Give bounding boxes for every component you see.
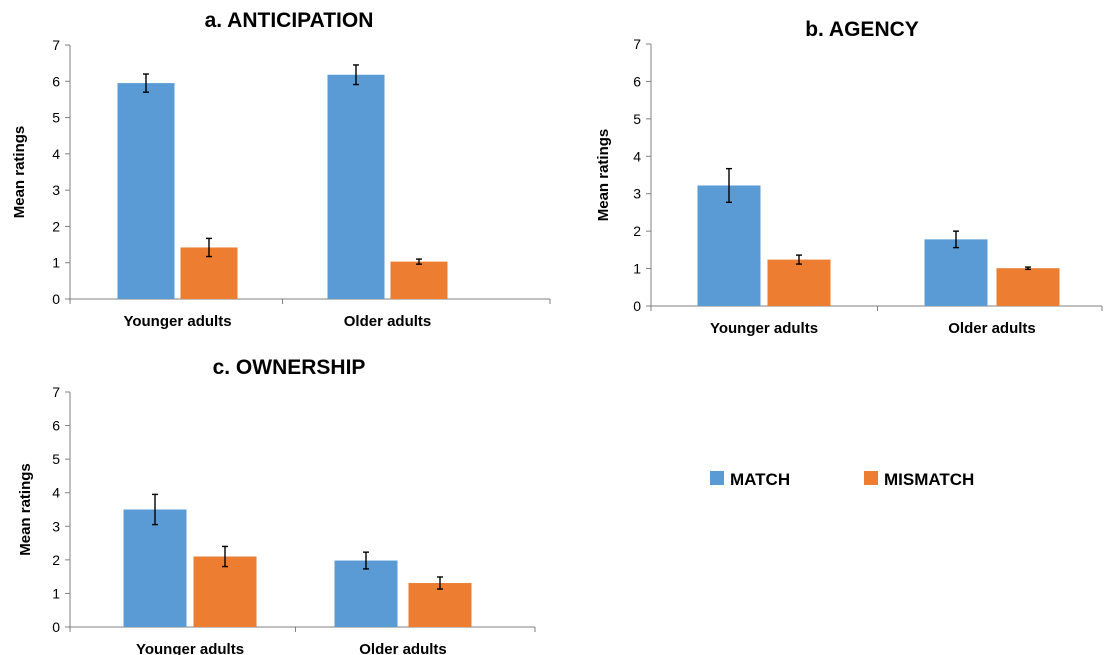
bar-match-1 [924, 239, 988, 306]
y-tick-label: 4 [52, 146, 60, 162]
y-tick-label: 1 [52, 255, 60, 271]
y-tick-label: 2 [633, 223, 641, 239]
bar-mismatch-1 [408, 583, 472, 627]
bar-mismatch-0 [193, 556, 257, 627]
bar-mismatch-0 [767, 259, 831, 306]
y-axis-label: Mean ratings [11, 126, 28, 219]
y-axis-label: Mean ratings [595, 129, 612, 222]
chart-1: a. ANTICIPATION Mean ratings 0 1 2 3 4 5 6 7 Young… [11, 9, 551, 330]
y-tick-label: 3 [52, 182, 60, 198]
y-tick-label: 0 [52, 291, 60, 307]
chart-3: c. OWNERSHIP Mean ratings 0 1 2 3 4 5 6 7 Younger … [17, 356, 536, 655]
y-tick-label: 6 [52, 73, 60, 89]
category-label: Older adults [359, 641, 447, 655]
chart-title: b. AGENCY [805, 18, 919, 41]
category-label: Younger adults [710, 320, 818, 337]
bar-match-0 [117, 83, 175, 299]
legend-swatch-match [710, 471, 724, 485]
y-axis-label: Mean ratings [17, 463, 34, 556]
legend-label-mismatch: MISMATCH [884, 470, 974, 489]
y-tick-label: 7 [633, 36, 641, 52]
y-tick-label: 7 [52, 37, 60, 53]
y-tick-label: 2 [52, 552, 60, 568]
legend: MATCH MISMATCH [710, 470, 974, 489]
bar-mismatch-1 [996, 268, 1060, 306]
y-tick-label: 5 [633, 111, 641, 127]
y-tick-label: 3 [633, 186, 641, 202]
y-tick-label: 7 [52, 384, 60, 400]
category-label: Older adults [344, 313, 432, 330]
chart-title: c. OWNERSHIP [213, 356, 366, 379]
category-label: Younger adults [136, 641, 244, 655]
bar-match-0 [123, 509, 187, 627]
y-tick-label: 3 [52, 518, 60, 534]
chart-title: a. ANTICIPATION [205, 9, 374, 32]
y-tick-label: 4 [52, 485, 60, 501]
y-tick-label: 6 [52, 418, 60, 434]
legend-label-match: MATCH [730, 470, 790, 489]
bar-match-0 [697, 185, 761, 306]
y-tick-label: 0 [633, 298, 641, 314]
y-tick-label: 6 [633, 73, 641, 89]
category-label: Younger adults [123, 313, 231, 330]
bar-match-1 [334, 560, 398, 627]
y-tick-label: 4 [633, 148, 641, 164]
bar-match-1 [327, 74, 385, 299]
y-tick-label: 5 [52, 110, 60, 126]
bar-mismatch-1 [390, 261, 448, 299]
y-tick-label: 5 [52, 451, 60, 467]
y-tick-label: 2 [52, 218, 60, 234]
y-tick-label: 1 [633, 261, 641, 277]
legend-swatch-mismatch [864, 471, 878, 485]
y-tick-label: 1 [52, 585, 60, 601]
chart-2: b. AGENCY Mean ratings 0 1 2 3 4 5 6 7 Younger adu… [595, 18, 1103, 337]
category-label: Older adults [948, 320, 1036, 337]
y-tick-label: 0 [52, 619, 60, 635]
